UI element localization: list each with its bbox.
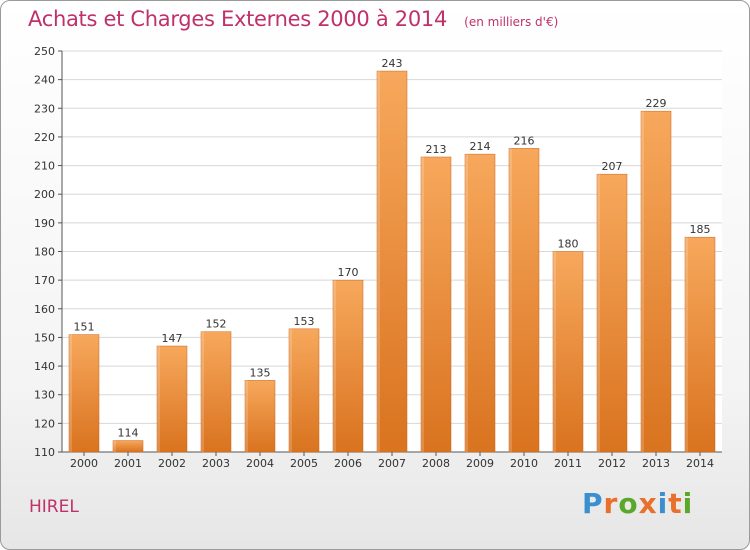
logo-letter: i	[657, 487, 669, 520]
bar-highlight	[245, 380, 248, 452]
bar-2014	[684, 236, 716, 453]
value-label: 152	[206, 318, 227, 331]
bar-2004	[244, 380, 276, 453]
y-tick-label: 190	[34, 217, 55, 230]
y-tick-label: 180	[34, 246, 55, 259]
bar-2000	[68, 334, 100, 453]
y-tick-label: 130	[34, 389, 55, 402]
x-tick-label: 2012	[598, 457, 626, 470]
x-tick-label: 2002	[158, 457, 186, 470]
y-tick-label: 210	[34, 160, 55, 173]
chart-subtitle: (en milliers d'€)	[464, 15, 559, 29]
bar-highlight	[113, 440, 116, 452]
y-tick-label: 200	[34, 188, 55, 201]
x-tick-label: 2013	[642, 457, 670, 470]
x-tick-label: 2004	[246, 457, 274, 470]
value-label: 185	[690, 223, 711, 236]
logo-letter: P	[582, 487, 604, 520]
bar-2012	[596, 173, 628, 453]
title-row: Achats et Charges Externes 2000 à 2014 (…	[28, 7, 558, 31]
y-tick-label: 170	[34, 274, 55, 287]
bar-2002	[156, 345, 188, 453]
x-tick-label: 2009	[466, 457, 494, 470]
y-tick-label: 150	[34, 331, 55, 344]
bar-highlight	[553, 251, 556, 452]
bar-highlight	[597, 174, 600, 452]
bar-highlight	[333, 280, 336, 452]
x-tick-label: 2007	[378, 457, 406, 470]
x-tick-label: 2006	[334, 457, 362, 470]
value-label: 153	[294, 315, 315, 328]
logo-letter: x	[638, 487, 658, 520]
y-tick-label: 140	[34, 360, 55, 373]
value-label: 229	[646, 97, 667, 110]
bar-2010	[508, 148, 540, 453]
bar-highlight	[289, 328, 292, 452]
x-tick-label: 2001	[114, 457, 142, 470]
x-tick-label: 2011	[554, 457, 582, 470]
y-tick-label: 220	[34, 131, 55, 144]
value-label: 114	[118, 427, 139, 440]
bar-highlight	[465, 154, 468, 452]
x-tick-label: 2005	[290, 457, 318, 470]
bar-2003	[200, 331, 232, 453]
proxiti-logo[interactable]: Proxiti	[582, 487, 693, 520]
value-label: 207	[602, 160, 623, 173]
bar-2011	[552, 251, 584, 453]
y-tick-label: 160	[34, 303, 55, 316]
bar-highlight	[157, 346, 160, 452]
logo-letter: t	[668, 487, 683, 520]
value-label: 135	[250, 366, 271, 379]
bar-highlight	[641, 111, 644, 453]
bar-2001	[112, 440, 144, 453]
value-label: 216	[514, 134, 535, 147]
bar-highlight	[377, 71, 380, 453]
x-tick-label: 2010	[510, 457, 538, 470]
value-label: 180	[558, 238, 579, 251]
bar-highlight	[69, 334, 72, 452]
label-layer: 151 114 147 152 135 153 170 243 213 214 216 180 207 2…	[74, 57, 711, 439]
x-tick-label: 2014	[686, 457, 714, 470]
value-label: 147	[162, 332, 183, 345]
y-tick-label: 250	[34, 45, 55, 58]
value-label: 243	[382, 57, 403, 70]
value-label: 214	[470, 140, 491, 153]
y-tick-label: 240	[34, 74, 55, 87]
bar-2013	[640, 110, 672, 453]
y-tick-label: 120	[34, 417, 55, 430]
logo-letter: r	[603, 487, 619, 520]
x-tick-label: 2000	[70, 457, 98, 470]
bar-2009	[464, 153, 496, 453]
bar-2008	[420, 156, 452, 453]
bar-2005	[288, 328, 320, 453]
logo-letter: o	[618, 487, 639, 520]
bar-highlight	[509, 148, 512, 452]
bar-highlight	[685, 237, 688, 452]
bar-highlight	[201, 331, 204, 452]
x-tick-label: 2008	[422, 457, 450, 470]
logo-letter: i	[682, 487, 694, 520]
commune-name: HIREL	[29, 497, 79, 517]
y-tick-label: 230	[34, 102, 55, 115]
value-label: 170	[338, 266, 359, 279]
bar-highlight	[421, 156, 424, 452]
value-label: 213	[426, 143, 447, 156]
chart-title: Achats et Charges Externes 2000 à 2014	[28, 7, 448, 31]
x-tick-label: 2003	[202, 457, 230, 470]
bar-layer	[68, 70, 716, 453]
bar-2007	[376, 70, 408, 453]
value-label: 151	[74, 321, 95, 334]
bar-2006	[332, 279, 364, 453]
y-tick-label: 110	[34, 446, 55, 459]
